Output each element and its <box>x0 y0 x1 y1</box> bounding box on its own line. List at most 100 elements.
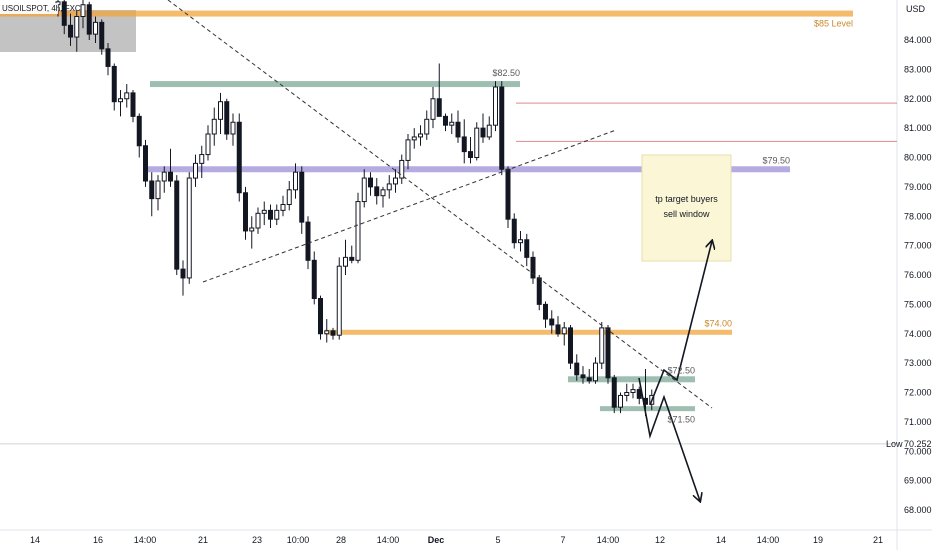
candle-down[interactable] <box>374 186 380 197</box>
candle-up[interactable] <box>324 330 330 335</box>
candle-down[interactable] <box>130 92 136 117</box>
candle-down[interactable] <box>105 48 111 67</box>
candle-up[interactable] <box>630 389 636 393</box>
projection-down-path[interactable] <box>638 377 700 501</box>
candle-down[interactable] <box>236 121 242 194</box>
candle-up[interactable] <box>518 239 523 244</box>
candle-down[interactable] <box>511 218 517 244</box>
candle-down[interactable] <box>111 65 117 103</box>
candle-down[interactable] <box>455 121 461 138</box>
candle-down[interactable] <box>611 377 617 408</box>
candle-down[interactable] <box>86 4 92 35</box>
rising-trendline[interactable] <box>202 129 617 283</box>
candle-up[interactable] <box>424 118 430 135</box>
candle-up[interactable] <box>205 133 211 156</box>
candle-down[interactable] <box>436 98 442 117</box>
candle-down[interactable] <box>480 127 486 138</box>
candle-up[interactable] <box>218 101 223 120</box>
candle-down[interactable] <box>174 180 180 270</box>
candle-up[interactable] <box>399 159 405 179</box>
candle-up[interactable] <box>599 327 605 364</box>
candle-up[interactable] <box>474 127 480 158</box>
candle-down[interactable] <box>136 115 142 147</box>
candle-down[interactable] <box>299 171 305 223</box>
candle-down[interactable] <box>586 377 592 382</box>
candle-up[interactable] <box>411 136 417 141</box>
candle-up[interactable] <box>249 227 255 232</box>
candle-down[interactable] <box>499 86 505 170</box>
candle-up[interactable] <box>186 177 192 279</box>
candle-up[interactable] <box>336 265 342 336</box>
candle-up[interactable] <box>161 171 167 182</box>
candle-down[interactable] <box>368 177 373 188</box>
candle-up[interactable] <box>230 121 236 135</box>
level-band[interactable] <box>145 166 790 173</box>
candle-down[interactable] <box>305 221 311 261</box>
candle-down[interactable] <box>461 136 467 153</box>
candle-down[interactable] <box>224 101 230 135</box>
candle-down[interactable] <box>168 171 173 182</box>
candle-down[interactable] <box>99 21 105 50</box>
candle-down[interactable] <box>555 324 561 335</box>
candle-down[interactable] <box>524 239 530 258</box>
candle-up[interactable] <box>280 204 286 211</box>
candle-up[interactable] <box>361 177 367 203</box>
candle-down[interactable] <box>443 115 448 126</box>
candle-up[interactable] <box>355 201 361 261</box>
candle-down[interactable] <box>543 303 548 320</box>
level-band[interactable] <box>600 406 695 412</box>
candle-down[interactable] <box>549 318 555 326</box>
projection-up-path[interactable] <box>649 241 712 406</box>
candle-down[interactable] <box>530 256 536 279</box>
candle-up[interactable] <box>561 327 567 335</box>
candle-up[interactable] <box>93 21 98 35</box>
candle-up[interactable] <box>418 133 423 138</box>
candle-up[interactable] <box>199 154 205 164</box>
candle-up[interactable] <box>493 86 498 126</box>
candle-up[interactable] <box>393 177 398 185</box>
candle-up[interactable] <box>74 16 80 38</box>
candle-up[interactable] <box>80 4 86 17</box>
candle-down[interactable] <box>268 209 273 220</box>
candle-up[interactable] <box>430 98 436 120</box>
level-band[interactable] <box>568 376 695 383</box>
candle-down[interactable] <box>330 330 336 336</box>
candle-up[interactable] <box>155 180 161 200</box>
candle-up[interactable] <box>193 162 198 179</box>
plot-area[interactable] <box>0 0 897 530</box>
candle-down[interactable] <box>605 327 611 379</box>
candle-up[interactable] <box>386 183 392 191</box>
level-band[interactable] <box>150 81 520 88</box>
candle-down[interactable] <box>61 1 67 26</box>
candle-up[interactable] <box>449 121 455 126</box>
candle-up[interactable] <box>380 189 386 197</box>
level-band[interactable] <box>325 329 732 335</box>
candle-down[interactable] <box>574 362 580 376</box>
candle-up[interactable] <box>293 171 298 191</box>
candle-down[interactable] <box>580 374 586 379</box>
candle-down[interactable] <box>536 277 542 305</box>
candle-up[interactable] <box>405 139 411 161</box>
candle-up[interactable] <box>593 362 598 382</box>
candle-up[interactable] <box>124 92 130 100</box>
candle-up[interactable] <box>118 98 123 103</box>
candle-down[interactable] <box>505 168 511 220</box>
candle-up[interactable] <box>286 189 292 205</box>
candle-down[interactable] <box>143 145 148 182</box>
candle-down[interactable] <box>318 298 323 335</box>
candle-down[interactable] <box>243 192 248 232</box>
candle-up[interactable] <box>274 209 280 220</box>
candle-up[interactable] <box>255 212 261 229</box>
candle-down[interactable] <box>568 327 573 364</box>
candle-down[interactable] <box>311 259 317 299</box>
candle-down[interactable] <box>68 24 73 38</box>
candle-up[interactable] <box>624 392 630 396</box>
candle-up[interactable] <box>618 394 623 408</box>
level-band[interactable] <box>0 10 853 17</box>
candle-down[interactable] <box>349 256 355 261</box>
candle-down[interactable] <box>149 180 155 200</box>
candle-up[interactable] <box>486 124 492 138</box>
candle-down[interactable] <box>180 268 186 279</box>
candle-up[interactable] <box>211 118 217 135</box>
